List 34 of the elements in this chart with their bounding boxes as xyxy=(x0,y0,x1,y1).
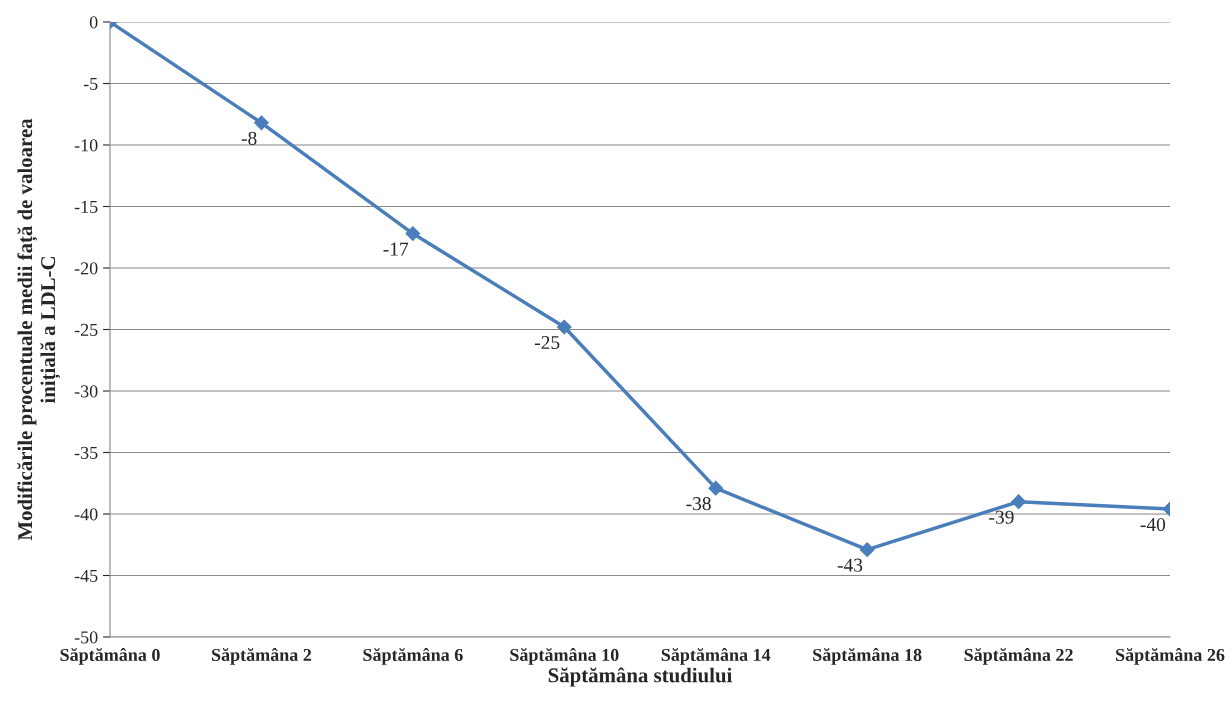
y-axis-title: Modificările procentuale medii față de valoarea inițială a LDL-C xyxy=(17,118,61,541)
y-tick-label: -40 xyxy=(74,508,98,521)
data-label: -8 xyxy=(241,131,257,145)
y-tick-label: -15 xyxy=(74,200,98,213)
x-tick-label: Săptămâna 0 xyxy=(60,648,160,665)
x-tick-label: Săptămâna 10 xyxy=(510,648,619,665)
data-label: -17 xyxy=(383,242,409,256)
point xyxy=(708,480,724,496)
x-tick-label: Săptămâna 22 xyxy=(964,648,1073,665)
y-tick-label: 0 xyxy=(89,16,98,29)
point xyxy=(1011,494,1026,510)
x-tick-label: Săptămâna 26 xyxy=(1116,648,1225,665)
data-label: -39 xyxy=(989,510,1014,524)
y-tick-label: -25 xyxy=(74,323,98,336)
data-label: -43 xyxy=(837,558,863,572)
x-axis-title: Săptămâna studiului xyxy=(548,667,733,687)
data-label: -38 xyxy=(686,497,711,511)
data-label: -40 xyxy=(1140,517,1166,532)
y-tick-label: -35 xyxy=(74,446,98,459)
x-tick-label: Săptămâna 6 xyxy=(363,648,463,665)
x-tick-label: Săptămâna 14 xyxy=(661,648,771,665)
y-tick-label: -20 xyxy=(74,262,98,275)
x-tick-label: Săptămâna 2 xyxy=(211,648,312,665)
y-tick-label: -5 xyxy=(83,77,98,90)
point xyxy=(254,115,269,131)
y-tick-label: -50 xyxy=(74,631,98,644)
y-tick-label: -10 xyxy=(74,139,98,152)
point xyxy=(405,226,421,241)
point xyxy=(556,319,572,335)
y-tick-label: -45 xyxy=(74,569,98,582)
data-label: -25 xyxy=(534,335,560,350)
x-tick-label: Săptămâna 18 xyxy=(813,648,922,665)
y-tick-label: -30 xyxy=(74,385,98,398)
point xyxy=(859,542,875,558)
